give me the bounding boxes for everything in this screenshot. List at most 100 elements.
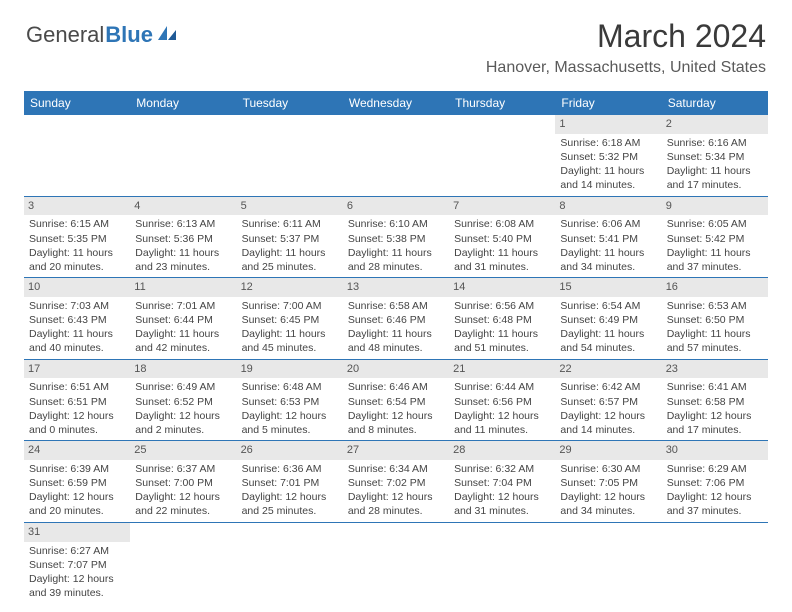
day-number: 6 xyxy=(343,197,449,216)
day-number: 26 xyxy=(237,441,343,460)
calendar-cell: 8Sunrise: 6:06 AMSunset: 5:41 PMDaylight… xyxy=(555,196,661,278)
calendar-cell: 12Sunrise: 7:00 AMSunset: 6:45 PMDayligh… xyxy=(237,278,343,360)
day-details: Sunrise: 6:05 AMSunset: 5:42 PMDaylight:… xyxy=(666,217,764,274)
calendar-cell: 11 Sunrise: 7:01 AMSunset: 6:44 PMDayligh… xyxy=(130,278,236,360)
calendar-cell: 14Sunrise: 6:56 AMSunset: 6:48 PMDayligh… xyxy=(449,278,555,360)
weekday-header-row: SundayMondayTuesdayWednesdayThursdayFrid… xyxy=(24,91,768,115)
calendar-cell: 22Sunrise: 6:42 AMSunset: 6:57 PMDayligh… xyxy=(555,359,661,441)
day-number: 11 xyxy=(130,278,236,297)
day-number: 3 xyxy=(24,197,130,216)
day-number: 2 xyxy=(662,115,768,134)
calendar-cell-empty xyxy=(449,522,555,603)
day-details: Sunrise: 6:36 AMSunset: 7:01 PMDaylight:… xyxy=(241,462,339,519)
calendar-cell: 27 Sunrise: 6:34 AMSunset: 7:02 PMDayligh… xyxy=(343,441,449,523)
day-number: 19 xyxy=(237,360,343,379)
calendar-row: 3Sunrise: 6:15 AMSunset: 5:35 PMDaylight… xyxy=(24,196,768,278)
weekday-header: Tuesday xyxy=(237,91,343,115)
day-details: Sunrise: 6:41 AMSunset: 6:58 PMDaylight:… xyxy=(666,380,764,437)
calendar-cell: 24 Sunrise: 6:39 AMSunset: 6:59 PMDayligh… xyxy=(24,441,130,523)
day-details: Sunrise: 6:39 AMSunset: 6:59 PMDaylight:… xyxy=(28,462,126,519)
calendar-cell-empty xyxy=(555,522,661,603)
calendar-cell: 5Sunrise: 6:11 AMSunset: 5:37 PMDaylight… xyxy=(237,196,343,278)
calendar-row: 10 Sunrise: 7:03 AMSunset: 6:43 PMDayligh… xyxy=(24,278,768,360)
calendar-cell: 18Sunrise: 6:49 AMSunset: 6:52 PMDayligh… xyxy=(130,359,236,441)
calendar-row: 1 Sunrise: 6:18 AMSunset: 5:32 PMDaylight… xyxy=(24,115,768,196)
calendar-row: 31Sunrise: 6:27 AMSunset: 7:07 PMDayligh… xyxy=(24,522,768,603)
weekday-header: Friday xyxy=(555,91,661,115)
calendar-row: 24 Sunrise: 6:39 AMSunset: 6:59 PMDayligh… xyxy=(24,441,768,523)
calendar-cell-empty xyxy=(343,115,449,196)
calendar-cell: 19Sunrise: 6:48 AMSunset: 6:53 PMDayligh… xyxy=(237,359,343,441)
day-number: 9 xyxy=(662,197,768,216)
calendar-cell: 26 Sunrise: 6:36 AMSunset: 7:01 PMDayligh… xyxy=(237,441,343,523)
day-details: Sunrise: 6:48 AMSunset: 6:53 PMDaylight:… xyxy=(241,380,339,437)
calendar-cell-empty xyxy=(130,115,236,196)
calendar-cell: 6Sunrise: 6:10 AMSunset: 5:38 PMDaylight… xyxy=(343,196,449,278)
calendar-cell: 2 Sunrise: 6:16 AMSunset: 5:34 PMDaylight… xyxy=(662,115,768,196)
day-number: 5 xyxy=(237,197,343,216)
day-details: Sunrise: 6:16 AMSunset: 5:34 PMDaylight:… xyxy=(666,136,764,193)
calendar-cell-empty xyxy=(449,115,555,196)
logo-text-general: General xyxy=(26,22,104,48)
day-details: Sunrise: 6:53 AMSunset: 6:50 PMDaylight:… xyxy=(666,299,764,356)
day-details: Sunrise: 6:44 AMSunset: 6:56 PMDaylight:… xyxy=(453,380,551,437)
day-details: Sunrise: 6:13 AMSunset: 5:36 PMDaylight:… xyxy=(134,217,232,274)
location-text: Hanover, Massachusetts, United States xyxy=(486,59,766,77)
calendar-cell: 23Sunrise: 6:41 AMSunset: 6:58 PMDayligh… xyxy=(662,359,768,441)
calendar-cell: 30Sunrise: 6:29 AMSunset: 7:06 PMDayligh… xyxy=(662,441,768,523)
day-details: Sunrise: 6:18 AMSunset: 5:32 PMDaylight:… xyxy=(559,136,657,193)
day-number: 13 xyxy=(343,278,449,297)
day-details: Sunrise: 6:51 AMSunset: 6:51 PMDaylight:… xyxy=(28,380,126,437)
day-number: 10 xyxy=(24,278,130,297)
day-number: 20 xyxy=(343,360,449,379)
day-number: 18 xyxy=(130,360,236,379)
sail-icon xyxy=(156,22,178,48)
calendar-table: SundayMondayTuesdayWednesdayThursdayFrid… xyxy=(24,91,768,603)
page-title: March 2024 xyxy=(486,18,766,55)
day-number: 23 xyxy=(662,360,768,379)
day-number: 31 xyxy=(24,523,130,542)
day-number: 12 xyxy=(237,278,343,297)
day-number: 14 xyxy=(449,278,555,297)
weekday-header: Thursday xyxy=(449,91,555,115)
calendar-cell-empty xyxy=(237,522,343,603)
day-number: 15 xyxy=(555,278,661,297)
day-number: 16 xyxy=(662,278,768,297)
day-number: 27 xyxy=(343,441,449,460)
calendar-cell: 4Sunrise: 6:13 AMSunset: 5:36 PMDaylight… xyxy=(130,196,236,278)
day-number: 1 xyxy=(555,115,661,134)
day-details: Sunrise: 6:46 AMSunset: 6:54 PMDaylight:… xyxy=(347,380,445,437)
weekday-header: Wednesday xyxy=(343,91,449,115)
logo-text-blue: Blue xyxy=(105,22,153,48)
calendar-cell-empty xyxy=(343,522,449,603)
weekday-header: Sunday xyxy=(24,91,130,115)
logo: General Blue xyxy=(26,22,178,48)
calendar-cell: 21Sunrise: 6:44 AMSunset: 6:56 PMDayligh… xyxy=(449,359,555,441)
calendar-cell: 15 Sunrise: 6:54 AMSunset: 6:49 PMDayligh… xyxy=(555,278,661,360)
day-number: 4 xyxy=(130,197,236,216)
day-details: Sunrise: 6:42 AMSunset: 6:57 PMDaylight:… xyxy=(559,380,657,437)
day-number: 7 xyxy=(449,197,555,216)
day-number: 21 xyxy=(449,360,555,379)
day-details: Sunrise: 6:54 AMSunset: 6:49 PMDaylight:… xyxy=(559,299,657,356)
day-details: Sunrise: 7:03 AMSunset: 6:43 PMDaylight:… xyxy=(28,299,126,356)
day-details: Sunrise: 6:10 AMSunset: 5:38 PMDaylight:… xyxy=(347,217,445,274)
day-details: Sunrise: 6:34 AMSunset: 7:02 PMDaylight:… xyxy=(347,462,445,519)
day-details: Sunrise: 6:06 AMSunset: 5:41 PMDaylight:… xyxy=(559,217,657,274)
calendar-cell: 3Sunrise: 6:15 AMSunset: 5:35 PMDaylight… xyxy=(24,196,130,278)
calendar-cell: 16 Sunrise: 6:53 AMSunset: 6:50 PMDayligh… xyxy=(662,278,768,360)
day-number: 24 xyxy=(24,441,130,460)
day-details: Sunrise: 7:01 AMSunset: 6:44 PMDaylight:… xyxy=(134,299,232,356)
day-details: Sunrise: 6:37 AMSunset: 7:00 PMDaylight:… xyxy=(134,462,232,519)
calendar-cell: 9Sunrise: 6:05 AMSunset: 5:42 PMDaylight… xyxy=(662,196,768,278)
day-number: 17 xyxy=(24,360,130,379)
calendar-row: 17Sunrise: 6:51 AMSunset: 6:51 PMDayligh… xyxy=(24,359,768,441)
calendar-cell: 25Sunrise: 6:37 AMSunset: 7:00 PMDayligh… xyxy=(130,441,236,523)
calendar-body: 1 Sunrise: 6:18 AMSunset: 5:32 PMDaylight… xyxy=(24,115,768,603)
day-number: 28 xyxy=(449,441,555,460)
calendar-cell: 1 Sunrise: 6:18 AMSunset: 5:32 PMDaylight… xyxy=(555,115,661,196)
day-details: Sunrise: 6:58 AMSunset: 6:46 PMDaylight:… xyxy=(347,299,445,356)
day-details: Sunrise: 6:11 AMSunset: 5:37 PMDaylight:… xyxy=(241,217,339,274)
calendar-cell: 31Sunrise: 6:27 AMSunset: 7:07 PMDayligh… xyxy=(24,522,130,603)
day-details: Sunrise: 6:15 AMSunset: 5:35 PMDaylight:… xyxy=(28,217,126,274)
